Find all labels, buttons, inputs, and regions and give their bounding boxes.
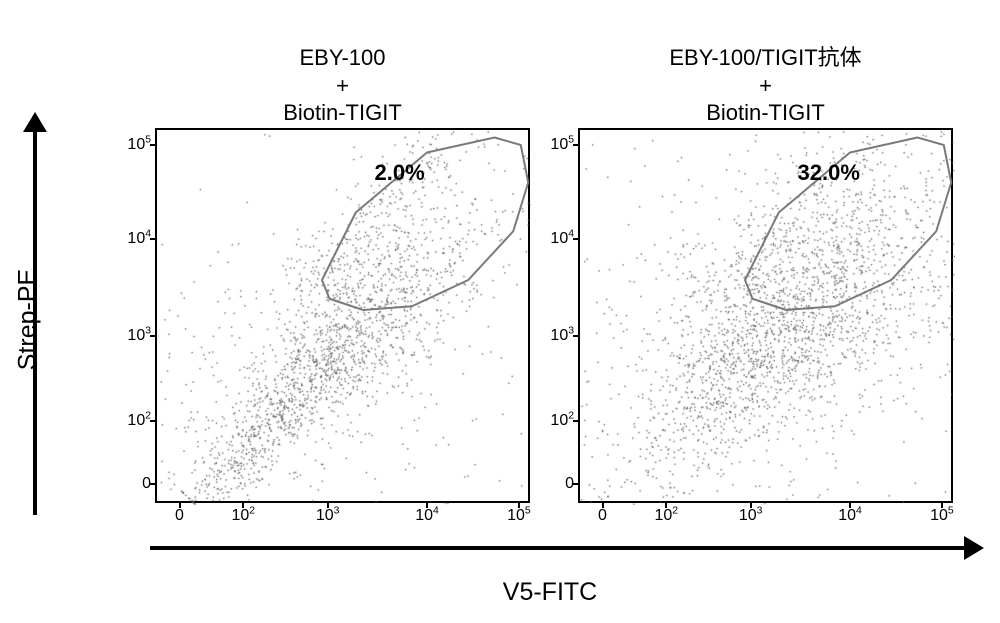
panel-title-line1: EBY-100/TIGIT抗体 bbox=[578, 44, 953, 72]
panel-title-plus: + bbox=[155, 72, 530, 100]
panel-title-line2: Biotin-TIGIT bbox=[155, 99, 530, 127]
y-tick-label: 104 bbox=[127, 230, 157, 248]
y-tick-label: 0 bbox=[565, 475, 580, 493]
panel-title-line1: EBY-100 bbox=[155, 44, 530, 72]
gate-pct-right: 32.0% bbox=[798, 160, 860, 186]
x-axis-label: V5-FITC bbox=[400, 578, 700, 607]
x-tick-label: 105 bbox=[930, 501, 954, 525]
x-tick-label: 102 bbox=[654, 501, 678, 525]
y-tick-label: 105 bbox=[127, 136, 157, 154]
panel-title-plus: + bbox=[578, 72, 953, 100]
gate-outline-left bbox=[157, 130, 532, 505]
x-tick-label: 102 bbox=[231, 501, 255, 525]
y-tick-label: 102 bbox=[550, 412, 580, 430]
scatter-panel-right: EBY-100/TIGIT抗体+Biotin-TIGIT32.0%0102103… bbox=[578, 128, 953, 503]
x-tick-label: 0 bbox=[598, 501, 607, 525]
x-axis-arrow-head bbox=[964, 536, 984, 560]
gate-pct-left: 2.0% bbox=[375, 160, 425, 186]
y-tick-label: 105 bbox=[550, 136, 580, 154]
panel-title-left: EBY-100+Biotin-TIGIT bbox=[155, 44, 530, 127]
x-tick-label: 0 bbox=[175, 501, 184, 525]
x-tick-label: 103 bbox=[316, 501, 340, 525]
x-tick-label: 104 bbox=[415, 501, 439, 525]
x-tick-label: 104 bbox=[838, 501, 862, 525]
gate-outline-right bbox=[580, 130, 955, 505]
x-tick-label: 103 bbox=[739, 501, 763, 525]
y-axis-arrow-head bbox=[23, 112, 47, 132]
y-tick-label: 102 bbox=[127, 412, 157, 430]
y-tick-label: 103 bbox=[550, 327, 580, 345]
panel-title-right: EBY-100/TIGIT抗体+Biotin-TIGIT bbox=[578, 44, 953, 127]
y-tick-label: 103 bbox=[127, 327, 157, 345]
panel-title-line2: Biotin-TIGIT bbox=[578, 99, 953, 127]
figure-root: Strep-PE V5-FITC EBY-100+Biotin-TIGIT2.0… bbox=[0, 0, 1000, 623]
y-axis-label: Strep-PE bbox=[14, 260, 43, 380]
plot-box-left: 2.0%01021031041050102103104105 bbox=[155, 128, 530, 503]
x-axis-arrow bbox=[150, 546, 968, 550]
scatter-panel-left: EBY-100+Biotin-TIGIT2.0%0102103104105010… bbox=[155, 128, 530, 503]
y-tick-label: 104 bbox=[550, 230, 580, 248]
plot-box-right: 32.0%01021031041050102103104105 bbox=[578, 128, 953, 503]
y-tick-label: 0 bbox=[142, 475, 157, 493]
x-tick-label: 105 bbox=[507, 501, 531, 525]
